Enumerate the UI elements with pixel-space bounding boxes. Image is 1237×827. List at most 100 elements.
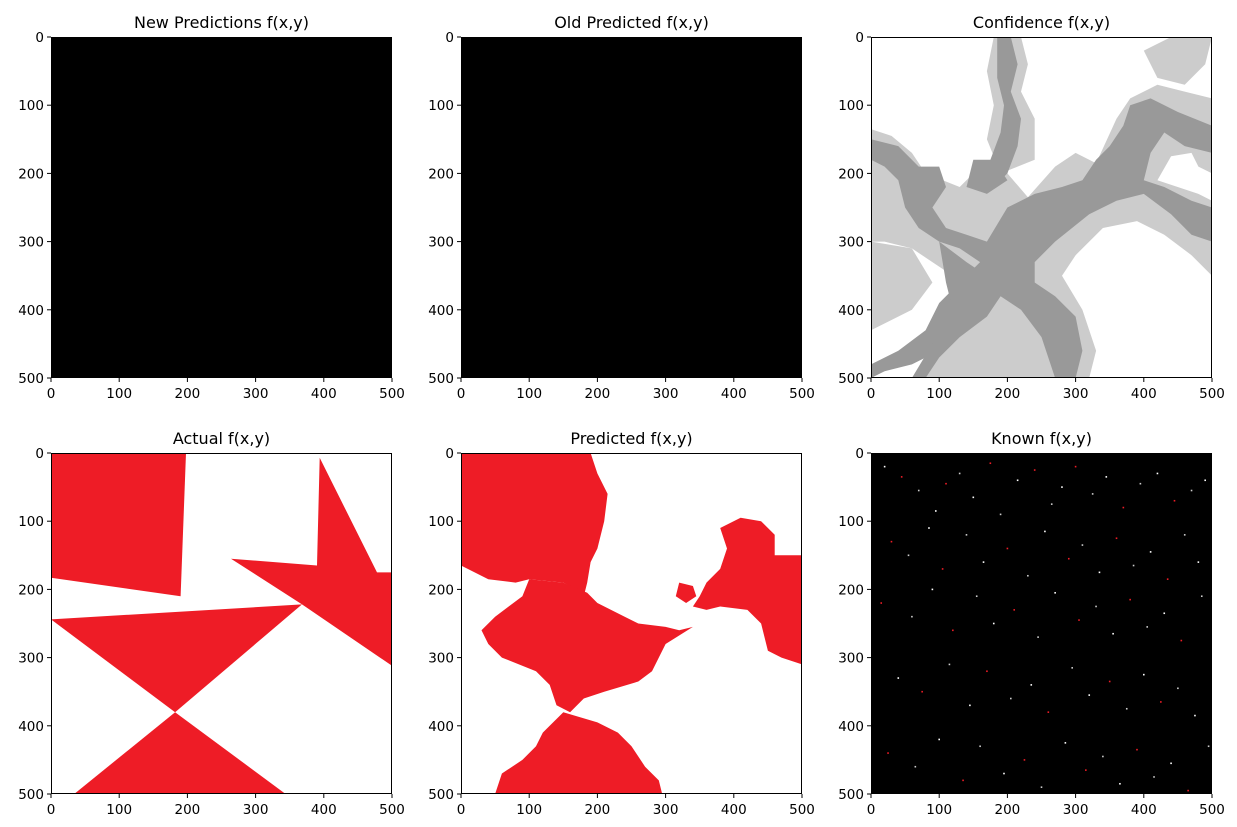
subplot-title: Known f(x,y) [991, 429, 1092, 448]
data-point [1013, 609, 1015, 611]
data-point [1187, 790, 1189, 792]
data-point [1174, 500, 1176, 502]
y-tick-label: 0 [445, 30, 454, 46]
data-point [1102, 756, 1104, 758]
data-point [1034, 469, 1036, 471]
y-tick-label: 200 [18, 582, 44, 598]
subplot-title: New Predictions f(x,y) [134, 13, 309, 32]
x-tick-label: 500 [1199, 802, 1225, 818]
y-tick-label: 0 [445, 446, 454, 462]
data-point [918, 490, 920, 492]
data-point [1051, 503, 1053, 505]
data-point [1157, 473, 1159, 475]
x-tick-label: 400 [721, 802, 747, 818]
data-point [1037, 636, 1039, 638]
data-point [1201, 595, 1203, 597]
data-point [897, 677, 899, 679]
data-point [1085, 769, 1087, 771]
data-point [1116, 537, 1118, 539]
y-tick-label: 500 [428, 787, 454, 803]
data-point [915, 766, 917, 768]
x-tick-label: 500 [789, 802, 815, 818]
x-tick-label: 0 [457, 386, 466, 402]
data-point [1123, 507, 1125, 509]
data-point [1082, 544, 1084, 546]
data-point [1204, 479, 1206, 481]
data-point [911, 616, 913, 618]
data-point [1071, 667, 1073, 669]
subplot-title: Old Predicted f(x,y) [554, 13, 709, 32]
data-point [1181, 640, 1183, 642]
data-point [1054, 592, 1056, 594]
data-point [901, 476, 903, 478]
data-point [1198, 561, 1200, 563]
x-tick-label: 300 [653, 802, 679, 818]
y-tick-label: 400 [18, 303, 44, 319]
data-point [921, 691, 923, 693]
region-1 [51, 453, 186, 596]
data-point [1208, 745, 1210, 747]
data-point [1048, 711, 1050, 713]
y-tick-label: 300 [838, 651, 864, 667]
x-tick-label: 100 [106, 802, 132, 818]
data-point [1027, 575, 1029, 577]
x-tick-label: 0 [47, 386, 56, 402]
x-tick-label: 500 [789, 386, 815, 402]
y-tick-label: 0 [855, 446, 864, 462]
data-point [1167, 578, 1169, 580]
y-tick-label: 400 [838, 303, 864, 319]
y-tick-label: 500 [428, 371, 454, 387]
data-point [945, 483, 947, 485]
data-point [1000, 514, 1002, 516]
y-tick-label: 200 [838, 582, 864, 598]
x-tick-label: 0 [47, 802, 56, 818]
region-1 [461, 453, 608, 596]
x-tick-label: 300 [243, 386, 269, 402]
data-point [1024, 759, 1026, 761]
x-tick-label: 200 [175, 386, 201, 402]
y-tick-label: 400 [838, 719, 864, 735]
data-point [1061, 486, 1063, 488]
data-point [880, 602, 882, 604]
x-tick-label: 0 [867, 386, 876, 402]
data-point [908, 555, 910, 557]
data-point [1112, 633, 1114, 635]
data-point [969, 705, 971, 707]
x-tick-label: 0 [867, 802, 876, 818]
data-point [962, 780, 964, 782]
data-point [942, 568, 944, 570]
data-point [1095, 606, 1097, 608]
data-point [1003, 773, 1005, 775]
data-point [979, 745, 981, 747]
data-point [1092, 493, 1094, 495]
data-point [1140, 483, 1142, 485]
subplot-6: Known f(x,y)0 100 200 300 400 500010020030040… [838, 429, 1225, 818]
y-tick-label: 100 [838, 514, 864, 530]
subplot-5: Predicted f(x,y)0 100 200 300 400 50001002003… [428, 429, 815, 818]
y-tick-label: 100 [428, 98, 454, 114]
data-point [1133, 565, 1135, 567]
data-point [1160, 701, 1162, 703]
data-point [884, 466, 886, 468]
data-point [1044, 531, 1046, 533]
data-point [1041, 786, 1043, 788]
data-point [990, 462, 992, 464]
x-tick-label: 200 [995, 386, 1021, 402]
data-point [1017, 479, 1019, 481]
subplot-title: Confidence f(x,y) [973, 13, 1110, 32]
y-tick-label: 400 [428, 719, 454, 735]
data-point [1030, 684, 1032, 686]
y-tick-label: 200 [838, 166, 864, 182]
y-tick-label: 500 [838, 787, 864, 803]
data-point [1184, 534, 1186, 536]
subplot-3: Confidence f(x,y)0 100 200 300 400 5000100200… [838, 13, 1225, 402]
data-point [932, 589, 934, 591]
data-point [1075, 466, 1077, 468]
x-tick-label: 300 [243, 802, 269, 818]
subplot-2: Old Predicted f(x,y)0 100 200 300 400 5000100… [428, 13, 815, 402]
x-tick-label: 100 [106, 386, 132, 402]
y-tick-label: 0 [35, 30, 44, 46]
y-tick-label: 200 [428, 166, 454, 182]
